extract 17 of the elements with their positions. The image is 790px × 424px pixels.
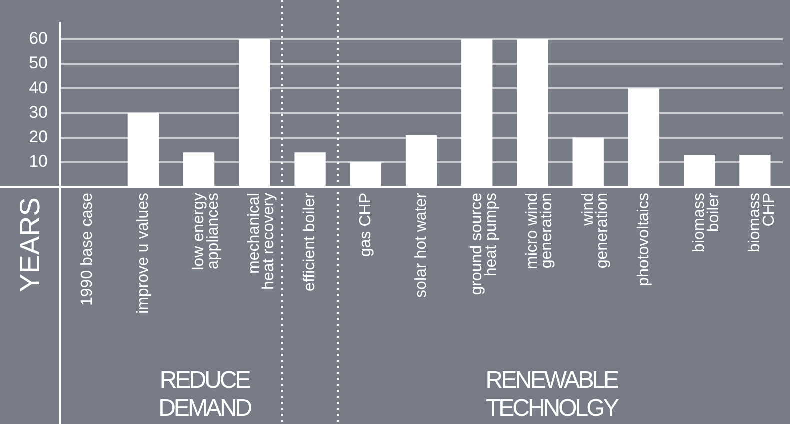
y-axis-title: YEARS [14, 198, 46, 292]
x-tick-label: solar hot water [412, 192, 430, 298]
x-tick-label: efficient boiler [302, 192, 319, 292]
x-tick-label: gas CHP [357, 193, 374, 258]
y-tick-label: 20 [29, 127, 48, 146]
y-tick-label: 50 [29, 54, 48, 73]
x-tick-label: biomass CHP [746, 193, 778, 253]
y-tick-label: 40 [29, 78, 48, 98]
text: RENEWABLE TECHNOLGY [486, 367, 620, 422]
x-tick-label: biomass boiler [690, 192, 722, 253]
y-tick-label: 10 [29, 152, 48, 172]
y-tick-label: 30 [29, 102, 48, 122]
x-tick-label: 1990 base case [79, 192, 96, 306]
x-tick-label: improve u values [134, 193, 152, 314]
x-tick-label: photovoltaics [635, 193, 652, 286]
y-tick-label: 60 [29, 29, 48, 48]
text: REDUCE DEMAND [158, 367, 252, 422]
